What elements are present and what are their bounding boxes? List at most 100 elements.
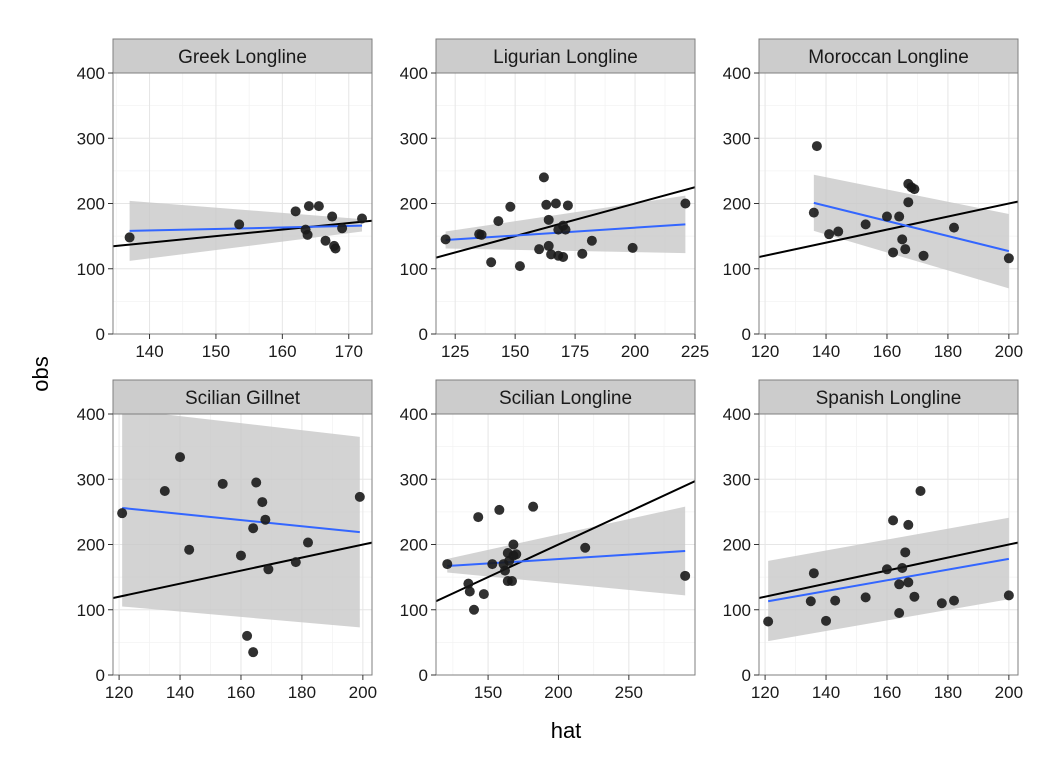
data-point — [833, 226, 844, 237]
data-point — [1003, 590, 1014, 601]
smooth-line — [129, 224, 363, 232]
data-point — [811, 141, 822, 152]
data-point — [534, 244, 545, 255]
y-tick-label: 300 — [400, 470, 428, 489]
y-tick-label: 200 — [400, 536, 428, 555]
data-point — [558, 252, 569, 263]
x-tick-label: 180 — [934, 342, 962, 361]
data-point — [235, 550, 246, 561]
y-tick-label: 200 — [77, 195, 105, 214]
data-point — [473, 512, 484, 523]
smooth-line — [122, 506, 360, 534]
data-point — [511, 549, 522, 560]
facet-strip — [112, 38, 373, 74]
x-tick-label: 170 — [335, 342, 363, 361]
data-point — [805, 596, 816, 607]
data-point — [507, 576, 518, 587]
y-tick-label: 300 — [400, 129, 428, 148]
data-point — [290, 557, 301, 568]
data-point — [543, 214, 554, 225]
facet-strip — [435, 379, 696, 415]
data-point — [159, 485, 170, 496]
y-tick-label: 200 — [400, 195, 428, 214]
data-point — [680, 570, 691, 581]
data-point — [949, 595, 960, 606]
data-point — [909, 184, 920, 195]
data-point — [337, 223, 348, 234]
data-point — [463, 578, 474, 589]
panels-layer: Greek Longline 0 100 200 300 400 140 150 160 170 L… — [77, 38, 1023, 702]
y-tick-label: 300 — [77, 129, 105, 148]
data-point — [821, 615, 832, 626]
data-point — [505, 201, 516, 212]
x-tick-label: 160 — [873, 683, 901, 702]
data-point — [881, 564, 892, 575]
y-tick-label: 400 — [400, 405, 428, 424]
data-point — [357, 213, 368, 224]
data-point — [514, 261, 525, 272]
data-point — [217, 478, 228, 489]
data-point — [550, 198, 561, 209]
data-point — [478, 589, 489, 600]
data-point — [251, 477, 262, 488]
facet-strip — [435, 38, 696, 74]
data-point — [1003, 253, 1014, 264]
data-point — [888, 247, 899, 258]
data-point — [860, 592, 871, 603]
y-tick-label: 100 — [77, 601, 105, 620]
x-tick-label: 200 — [995, 683, 1023, 702]
y-tick-label: 100 — [400, 260, 428, 279]
data-point — [184, 544, 195, 555]
data-point — [543, 240, 554, 251]
x-tick-label: 140 — [166, 683, 194, 702]
data-point — [949, 222, 960, 233]
data-point — [440, 234, 451, 245]
data-point — [909, 591, 920, 602]
data-point — [260, 514, 271, 525]
data-point — [487, 559, 498, 570]
x-tick-label: 120 — [751, 683, 779, 702]
panel-data — [436, 172, 695, 272]
y-tick-label: 200 — [723, 536, 751, 555]
data-point — [290, 206, 301, 217]
data-point — [263, 564, 274, 575]
facet-strip-label: Scilian Longline — [499, 388, 632, 409]
identity-line — [113, 541, 372, 599]
y-tick-label: 400 — [77, 64, 105, 83]
data-point — [124, 232, 135, 243]
facet-panel: Spanish Longline 0 100 200 300 400 120 140 160 18… — [723, 379, 1023, 702]
y-tick-label: 100 — [723, 260, 751, 279]
confidence-band — [122, 414, 360, 628]
y-tick-label: 0 — [96, 666, 105, 685]
x-tick-label: 120 — [105, 683, 133, 702]
x-tick-label: 140 — [135, 342, 163, 361]
data-point — [494, 504, 505, 515]
data-point — [248, 647, 259, 658]
x-tick-label: 200 — [995, 342, 1023, 361]
data-point — [808, 207, 819, 218]
data-point — [897, 234, 908, 245]
data-point — [476, 229, 487, 240]
data-point — [562, 200, 573, 211]
x-tick-label: 150 — [202, 342, 230, 361]
data-point — [330, 243, 341, 254]
data-point — [894, 579, 905, 590]
data-point — [824, 229, 835, 240]
x-tick-label: 200 — [349, 683, 377, 702]
data-point — [894, 211, 905, 222]
data-point — [302, 229, 313, 240]
panel-data — [113, 200, 372, 261]
data-point — [860, 219, 871, 230]
identity-line — [113, 219, 372, 248]
x-tick-label: 150 — [501, 342, 529, 361]
facet-panel: Ligurian Longline 0 100 200 300 400 125 150 175 2… — [400, 38, 709, 361]
y-tick-label: 400 — [723, 64, 751, 83]
y-axis-title: obs — [28, 356, 53, 391]
facet-panel: Greek Longline 0 100 200 300 400 140 150 160 170 — [77, 38, 373, 361]
data-point — [903, 577, 914, 588]
y-tick-label: 300 — [77, 470, 105, 489]
data-point — [303, 537, 314, 548]
data-point — [900, 547, 911, 558]
data-point — [175, 452, 186, 463]
facet-strip-label: Spanish Longline — [816, 388, 962, 409]
